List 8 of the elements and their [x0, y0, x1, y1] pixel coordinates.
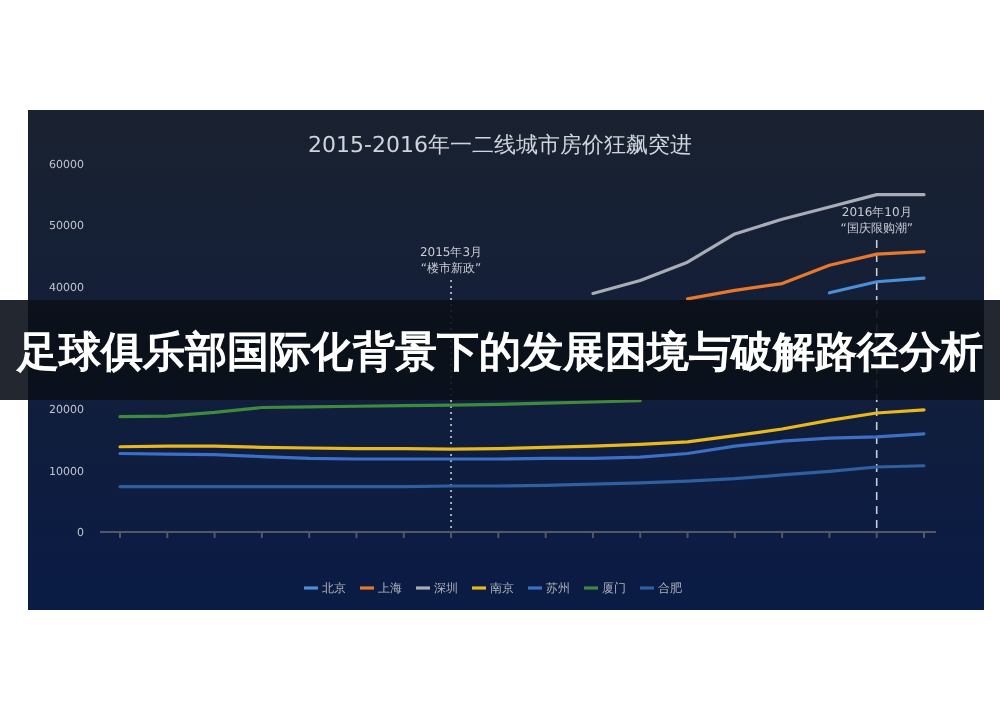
line-series [118, 399, 642, 419]
line-series [118, 408, 926, 451]
annotation: 足球俱乐部国际化背景下的发展困境与破解路径分析 [15, 328, 983, 376]
line-series [118, 432, 926, 461]
line-series [118, 464, 926, 489]
line-series [591, 193, 926, 296]
line-series [685, 250, 926, 301]
chart-title: 2015-2016年一二线城市房价狂飙突进 [308, 132, 692, 158]
